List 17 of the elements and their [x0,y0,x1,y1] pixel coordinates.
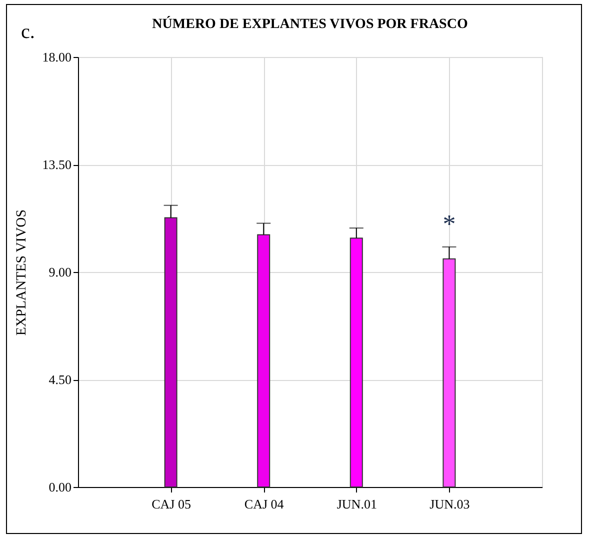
x-tick-label: CAJ 04 [244,496,284,512]
chart-title: NÚMERO DE EXPLANTES VIVOS POR FRASCO [152,15,468,32]
bar [442,258,456,488]
x-tick-label: JUN.01 [336,496,377,512]
text: c. [21,21,35,44]
x-tick-label: CAJ 05 [152,496,191,512]
y-tick-label: 0.00 [48,480,72,494]
y-tick-label: 13.50 [42,157,72,172]
annotation: * [442,210,456,239]
bar [164,217,178,488]
bar [350,238,363,488]
x-tick-label: JUN.03 [430,496,470,512]
y-tick-label: 18.00 [42,50,72,64]
y-tick-label: 4.50 [48,372,72,387]
y-tick-label: 9.00 [48,264,72,280]
bar [257,234,270,488]
y-axis-title: EXPLANTES VIVOS [14,209,30,336]
